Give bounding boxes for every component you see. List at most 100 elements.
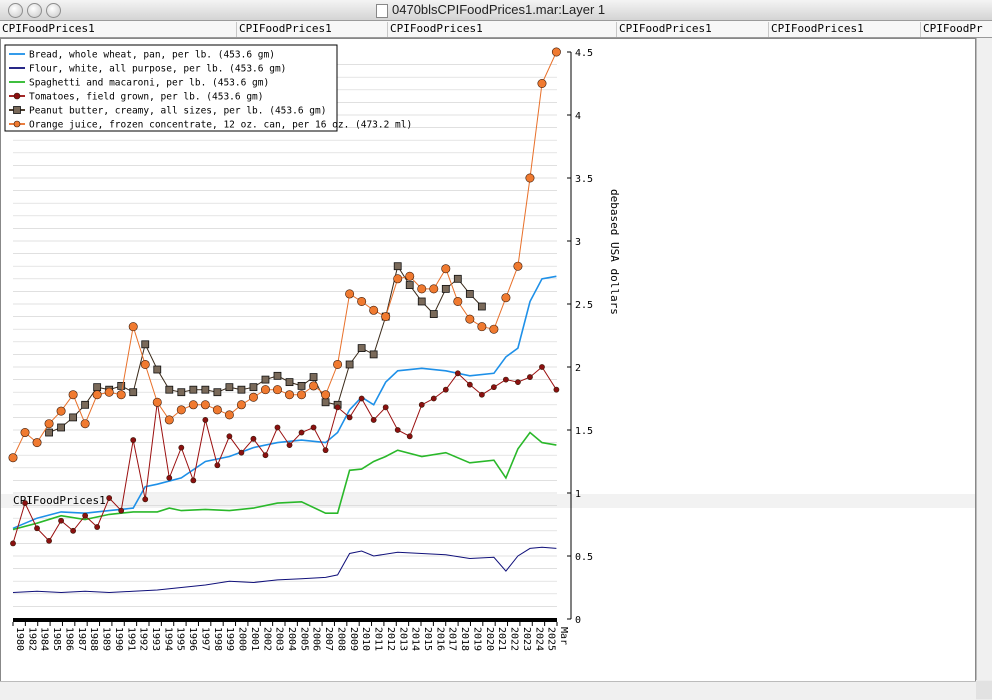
x-tick-label: 2018: [459, 627, 470, 651]
legend-entry: Tomatoes, field grown, per lb. (453.6 gm…: [29, 92, 264, 103]
series-point: [117, 381, 126, 390]
x-tick-label: 2000: [237, 627, 248, 651]
x-tick-label: 1992: [138, 627, 149, 651]
series-point: [465, 314, 475, 324]
series-point: [369, 350, 378, 359]
x-tick-label: 1984: [39, 627, 50, 651]
series-point: [190, 477, 197, 484]
series-point: [441, 284, 450, 293]
legend-entry: Orange juice, frozen concentrate, 12 oz.…: [29, 120, 412, 131]
layer-tab[interactable]: CPIFoodPrices1: [387, 22, 483, 37]
series-point: [442, 386, 449, 393]
series-point: [141, 340, 150, 349]
layer-tab[interactable]: CPIFoodPrices1: [2, 22, 95, 35]
x-tick-label: 2017: [447, 627, 458, 651]
series-point: [370, 417, 377, 423]
series-point: [70, 527, 77, 534]
resize-grip-icon[interactable]: [976, 681, 992, 699]
x-tick-label: 1989: [101, 627, 112, 651]
x-tick-label: 1993: [150, 627, 161, 651]
series-point: [248, 392, 258, 402]
series-point: [58, 517, 64, 524]
series-point: [381, 312, 391, 322]
series-point: [152, 397, 162, 407]
series-point: [537, 78, 547, 88]
series-point: [527, 374, 533, 380]
series-point: [274, 424, 281, 431]
legend-marker: [13, 106, 21, 114]
series-point: [202, 417, 209, 423]
series-point: [177, 388, 186, 397]
series-point: [212, 405, 222, 415]
series-point: [104, 387, 114, 397]
y-tick-label: 0: [575, 615, 581, 626]
series-point: [286, 442, 293, 449]
layer-tab-bar: CPIFoodPrices1 CPIFoodPrices1 CPIFoodPri…: [0, 21, 992, 38]
series-line: [12, 431, 557, 531]
series-point: [503, 376, 509, 383]
series-point: [513, 261, 523, 271]
axes-group: 0 0.5 1 1.5 2 2.5 3 3.5 4 4.5 1980 1982 1984 1985 1986…: [12, 48, 593, 651]
series-point: [32, 438, 42, 448]
x-tick-label: 2005: [298, 627, 309, 651]
layer-tab[interactable]: CPIFoodPrices1: [236, 22, 332, 37]
series-point: [46, 537, 52, 544]
series-point: [430, 395, 437, 402]
x-axis-bar: [13, 618, 557, 622]
x-tick-label: 2013: [397, 627, 408, 651]
series-point: [297, 381, 306, 390]
series-point: [490, 384, 497, 391]
window-title: 0470blsCPIFoodPrices1.mar:Layer 1: [392, 2, 606, 17]
series-point: [346, 414, 353, 421]
series-point: [262, 452, 269, 459]
layer-tab[interactable]: CPIFoodPr: [920, 22, 983, 37]
x-tick-label: 2016: [434, 627, 445, 651]
series-point: [164, 415, 174, 425]
layer-tab[interactable]: CPIFoodPrices1: [616, 22, 712, 37]
x-tick-label: 1988: [88, 627, 99, 651]
series-point: [358, 395, 365, 402]
series-point: [501, 293, 511, 303]
x-tick-label: 1985: [51, 627, 62, 651]
series-line: [12, 366, 557, 544]
series-point: [225, 383, 234, 392]
series-point: [238, 449, 245, 456]
x-tick-label: 1982: [26, 627, 37, 651]
series-point: [477, 302, 486, 311]
close-window-icon[interactable]: [8, 3, 23, 18]
stripe-label: CPIFoodPrices1: [13, 494, 106, 507]
x-tick-label: 1987: [76, 627, 87, 651]
series-point: [226, 433, 233, 440]
zoom-window-icon[interactable]: [46, 3, 61, 18]
series-point: [394, 427, 401, 433]
series-point: [178, 444, 185, 451]
series-point: [489, 324, 499, 334]
minimize-window-icon[interactable]: [27, 3, 42, 18]
series-point: [309, 373, 318, 381]
series-point: [298, 429, 305, 436]
series-point: [393, 262, 402, 271]
series-point: [285, 390, 295, 400]
x-tick-label: 1980: [14, 627, 25, 651]
x-tick-label: 2007: [323, 627, 334, 651]
y-tick-label: 1: [575, 489, 581, 500]
x-tick-label: Mar: [558, 627, 569, 645]
series-point: [553, 386, 560, 393]
y-axis-label: debased USA dollars: [608, 189, 621, 315]
layer-stripe: CPIFoodPrices1: [1, 494, 975, 508]
series-point: [153, 365, 162, 374]
series-point: [94, 524, 101, 530]
layer-tab[interactable]: CPIFoodPrices1: [768, 22, 864, 37]
x-tick-label: 2019: [471, 627, 482, 651]
vertical-scrollbar[interactable]: [976, 38, 992, 680]
series-point: [250, 435, 257, 442]
x-tick-label: 2020: [484, 627, 495, 651]
series-point: [321, 398, 330, 407]
series-point: [321, 390, 331, 400]
series-point: [369, 305, 379, 315]
legend-marker: [13, 120, 21, 128]
series-point: [189, 385, 198, 394]
series-point: [106, 495, 113, 501]
x-tick-label: 1991: [125, 627, 136, 651]
horizontal-scrollbar[interactable]: [0, 681, 976, 700]
